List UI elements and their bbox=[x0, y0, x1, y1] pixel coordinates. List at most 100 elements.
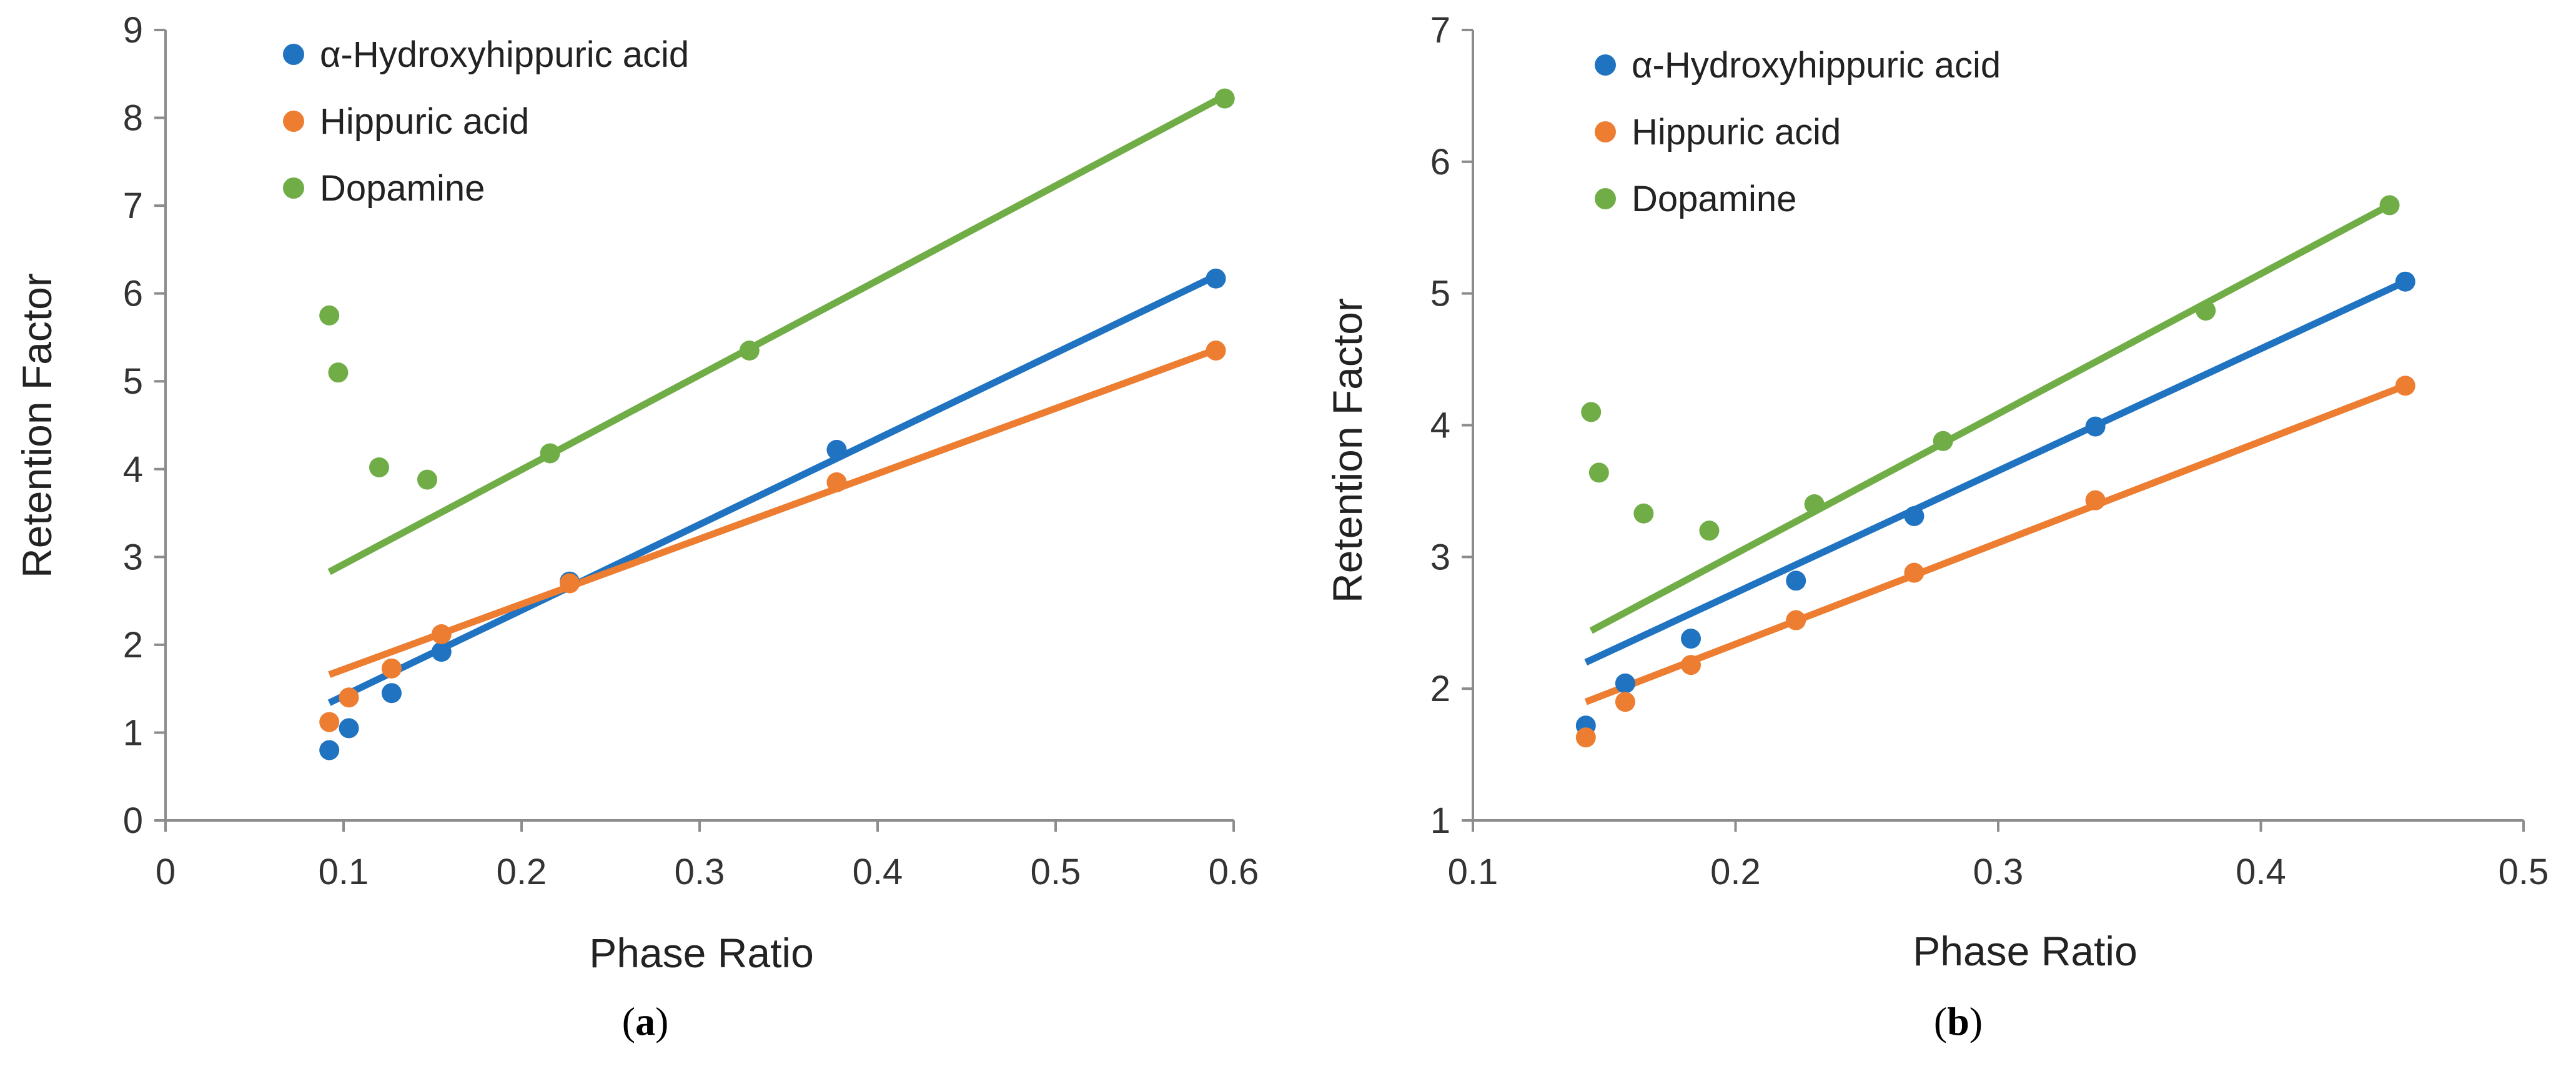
legend-label-a-series-2: Dopamine bbox=[320, 168, 485, 209]
y-axis-title-b: Retention Factor bbox=[1324, 298, 1370, 603]
y-tick-label-a: 9 bbox=[123, 10, 143, 51]
data-point-b-series-0 bbox=[1615, 673, 1635, 694]
data-point-b-series-1 bbox=[1681, 655, 1702, 675]
data-point-b-series-2 bbox=[2196, 301, 2216, 321]
y-ticks-a: 0 1 2 3 4 5 6 7 8 9 bbox=[123, 10, 166, 841]
data-point-a-series-0 bbox=[1206, 268, 1226, 289]
data-point-a-series-1 bbox=[381, 658, 402, 679]
legend-marker-a-series-1 bbox=[283, 111, 304, 132]
data-point-b-series-1 bbox=[2395, 376, 2415, 396]
fit-line-a-series-1 bbox=[328, 346, 1217, 678]
legend-a: α-Hydroxyhippuric acid Hippuric acid Dopam… bbox=[283, 34, 689, 209]
data-point-b-series-0 bbox=[2085, 416, 2106, 437]
data-point-a-series-2 bbox=[369, 457, 389, 477]
legend-marker-b-series-0 bbox=[1595, 54, 1616, 76]
data-point-a-series-1 bbox=[431, 624, 452, 645]
legend-label-a-series-1: Hippuric acid bbox=[320, 101, 529, 142]
x-axis-title-b: Phase Ratio bbox=[1913, 928, 2138, 974]
legend-marker-a-series-2 bbox=[283, 177, 304, 199]
legend-marker-b-series-1 bbox=[1595, 121, 1616, 142]
data-point-a-series-0 bbox=[431, 642, 452, 662]
data-point-b-series-1 bbox=[1786, 610, 1806, 630]
y-tick-label-a: 1 bbox=[123, 712, 143, 753]
data-point-a-series-0 bbox=[381, 683, 402, 704]
caption-a: (a) bbox=[622, 999, 669, 1044]
y-tick-label-a: 8 bbox=[123, 98, 143, 139]
x-tick-label-a: 0.6 bbox=[1209, 852, 1259, 892]
data-point-b-series-0 bbox=[2395, 271, 2415, 292]
plot-area-a bbox=[164, 30, 1234, 822]
y-tick-label-a: 7 bbox=[123, 186, 143, 226]
y-axis-title-a: Retention Factor bbox=[14, 273, 60, 578]
data-point-b-series-2 bbox=[1588, 462, 1609, 483]
data-point-a-series-1 bbox=[559, 573, 580, 594]
legend-label-b-series-2: Dopamine bbox=[1632, 179, 1796, 219]
fit-line-b-series-2 bbox=[1589, 202, 2392, 634]
data-points-a bbox=[319, 88, 1235, 760]
data-point-b-series-0 bbox=[1904, 506, 1925, 526]
caption-b: (b) bbox=[1934, 999, 1983, 1044]
x-tick-label-a: 0 bbox=[156, 852, 176, 892]
data-point-b-series-0 bbox=[1681, 629, 1702, 649]
fit-lines-a bbox=[327, 92, 1227, 706]
data-point-b-series-2 bbox=[1804, 494, 1825, 514]
legend-label-a-series-0: α-Hydroxyhippuric acid bbox=[320, 34, 689, 75]
data-point-a-series-1 bbox=[826, 472, 847, 492]
data-point-b-series-2 bbox=[2379, 195, 2400, 216]
y-tick-label-b: 2 bbox=[1430, 669, 1450, 709]
legend-label-b-series-1: Hippuric acid bbox=[1632, 112, 1841, 152]
y-ticks-b: 1 2 3 4 5 6 7 bbox=[1430, 10, 1473, 841]
x-tick-label-a: 0.3 bbox=[675, 852, 725, 892]
x-ticks-b: 0.1 0.2 0.3 0.4 0.5 bbox=[1448, 820, 2549, 892]
data-point-b-series-0 bbox=[1786, 570, 1806, 591]
data-point-b-series-2 bbox=[1581, 402, 1602, 422]
fit-lines-b bbox=[1584, 202, 2407, 705]
x-tick-label-a: 0.5 bbox=[1031, 852, 1081, 892]
x-tick-label-a: 0.2 bbox=[497, 852, 547, 892]
y-tick-label-b: 3 bbox=[1430, 537, 1450, 577]
x-axis-title-a: Phase Ratio bbox=[589, 930, 814, 976]
data-point-b-series-2 bbox=[1633, 503, 1654, 524]
data-point-a-series-2 bbox=[540, 443, 560, 464]
data-point-b-series-1 bbox=[2085, 490, 2106, 511]
data-point-b-series-2 bbox=[1933, 431, 1953, 451]
y-tick-label-b: 1 bbox=[1430, 800, 1450, 841]
data-points-b bbox=[1575, 195, 2415, 748]
data-point-a-series-0 bbox=[319, 740, 340, 760]
data-point-a-series-1 bbox=[319, 712, 340, 732]
caption-letter-a: a bbox=[635, 999, 655, 1044]
data-point-a-series-2 bbox=[739, 341, 760, 361]
fit-line-a-series-0 bbox=[327, 272, 1217, 706]
x-tick-label-b: 0.2 bbox=[1710, 852, 1761, 892]
data-point-a-series-1 bbox=[339, 687, 359, 708]
legend-marker-b-series-2 bbox=[1595, 188, 1616, 209]
x-tick-label-b: 0.3 bbox=[1973, 852, 2024, 892]
fit-line-a-series-2 bbox=[327, 92, 1227, 575]
y-tick-label-b: 6 bbox=[1430, 142, 1450, 182]
x-tick-label-b: 0.4 bbox=[2236, 852, 2286, 892]
y-tick-label-a: 6 bbox=[123, 274, 143, 314]
chart-panel-b: 1 2 3 4 5 6 7 0.1 0.2 0.3 0.4 0.5 α-Hydroxyhippuri… bbox=[1324, 10, 2549, 1044]
data-point-a-series-2 bbox=[328, 362, 349, 383]
x-tick-label-b: 0.5 bbox=[2499, 852, 2549, 892]
y-tick-label-a: 5 bbox=[123, 361, 143, 402]
y-tick-label-b: 5 bbox=[1430, 274, 1450, 314]
data-point-a-series-2 bbox=[319, 305, 340, 326]
data-point-b-series-2 bbox=[1699, 521, 1720, 541]
legend-label-b-series-0: α-Hydroxyhippuric acid bbox=[1632, 45, 2001, 86]
y-tick-label-a: 0 bbox=[123, 800, 143, 841]
data-point-a-series-0 bbox=[339, 718, 359, 739]
data-point-b-series-1 bbox=[1904, 562, 1925, 583]
x-tick-label-a: 0.1 bbox=[319, 852, 369, 892]
fit-line-b-series-1 bbox=[1584, 382, 2407, 705]
data-point-a-series-1 bbox=[1206, 341, 1226, 361]
chart-panel-a: 0 1 2 3 4 5 6 7 8 9 0 0.1 0.2 0.3 0.4 0.5 0.6 α-Hydroxy… bbox=[14, 10, 1259, 1044]
y-tick-label-a: 4 bbox=[123, 449, 143, 490]
y-tick-label-a: 3 bbox=[123, 537, 143, 577]
data-point-b-series-1 bbox=[1615, 692, 1635, 712]
caption-letter-b: b bbox=[1947, 999, 1969, 1044]
data-point-b-series-1 bbox=[1575, 727, 1596, 748]
legend-marker-a-series-0 bbox=[283, 44, 304, 65]
x-ticks-a: 0 0.1 0.2 0.3 0.4 0.5 0.6 bbox=[156, 820, 1259, 892]
